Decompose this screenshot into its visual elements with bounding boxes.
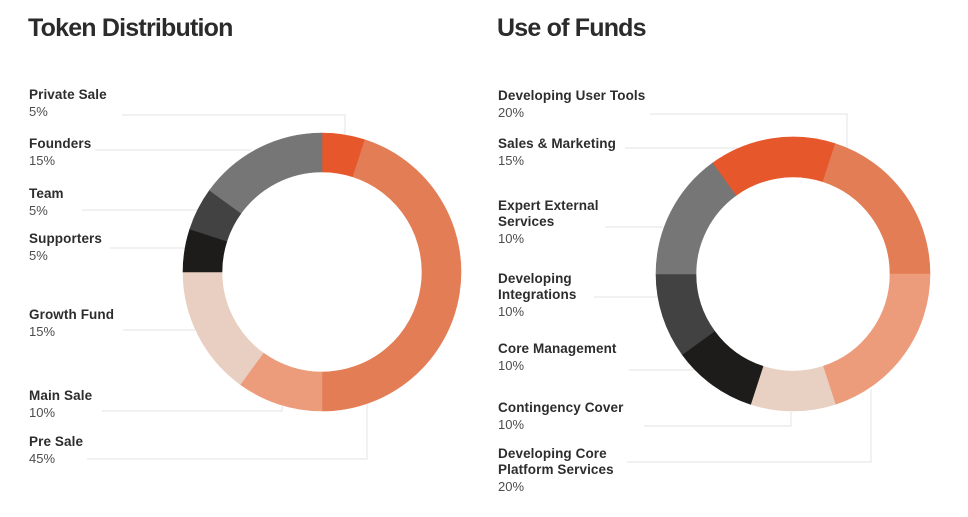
legend-item-label: Main Sale bbox=[29, 388, 93, 403]
legend-item-sales-marketing: Sales & Marketing 15% bbox=[498, 136, 616, 169]
legend-item-label: Core Management bbox=[498, 341, 617, 356]
legend-item-label: Developing Core Platform Services bbox=[498, 446, 614, 477]
legend-item-supporters: Supporters 5% bbox=[29, 231, 102, 264]
legend-item-value: 10% bbox=[498, 417, 525, 432]
legend-item-label: Growth Fund bbox=[29, 307, 115, 322]
legend-item-label: Sales & Marketing bbox=[498, 136, 616, 151]
legend-item-value: 5% bbox=[29, 104, 48, 119]
legend-item-pre-sale: Pre Sale 45% bbox=[29, 434, 83, 467]
legend-item-value: 5% bbox=[29, 203, 48, 218]
legend-item-value: 45% bbox=[29, 451, 56, 466]
legend-item-value: 15% bbox=[29, 324, 56, 339]
chart-title-use-of-funds: Use of Funds bbox=[497, 14, 647, 42]
legend-item-value: 20% bbox=[498, 105, 525, 120]
legend-item-label: Expert External Services bbox=[498, 198, 599, 229]
legend-item-label: Founders bbox=[29, 136, 92, 151]
legend-item-value: 15% bbox=[498, 153, 525, 168]
legend-item-value: 10% bbox=[498, 231, 525, 246]
legend-item-developing-user-tools: Developing User Tools 20% bbox=[498, 88, 645, 121]
legend-item-label: Team bbox=[29, 186, 64, 201]
legend-item-core-management: Core Management 10% bbox=[498, 341, 617, 374]
legend-item-private-sale: Private Sale 5% bbox=[29, 87, 107, 120]
legend-item-contingency-cover: Contingency Cover 10% bbox=[498, 400, 623, 433]
legend-item-label: Supporters bbox=[29, 231, 103, 246]
legend-item-growth-fund: Growth Fund 15% bbox=[29, 307, 114, 340]
legend-item-developing-core-platform-services: Developing Core Platform Services 20% bbox=[498, 446, 614, 495]
legend-item-main-sale: Main Sale 10% bbox=[29, 388, 92, 421]
legend-item-team: Team 5% bbox=[29, 186, 64, 219]
legend-item-developing-integrations: Developing Integrations 10% bbox=[498, 271, 576, 320]
legend-item-value: 5% bbox=[29, 248, 48, 263]
legend-item-value: 10% bbox=[498, 358, 525, 373]
legend-item-label: Developing Integrations bbox=[498, 271, 577, 302]
legend-item-label: Pre Sale bbox=[29, 434, 84, 449]
legend-item-value: 10% bbox=[29, 405, 56, 420]
legend-item-expert-external-services: Expert External Services 10% bbox=[498, 198, 599, 247]
legend-item-founders: Founders 15% bbox=[29, 136, 91, 169]
legend-item-value: 20% bbox=[498, 479, 525, 494]
chart-title-token-distribution: Token Distribution bbox=[28, 14, 233, 42]
legend-item-value: 10% bbox=[498, 304, 525, 319]
legend-item-label: Private Sale bbox=[29, 87, 107, 102]
legend-item-label: Developing User Tools bbox=[498, 88, 646, 103]
legend-item-value: 15% bbox=[29, 153, 56, 168]
legend-item-label: Contingency Cover bbox=[498, 400, 624, 415]
